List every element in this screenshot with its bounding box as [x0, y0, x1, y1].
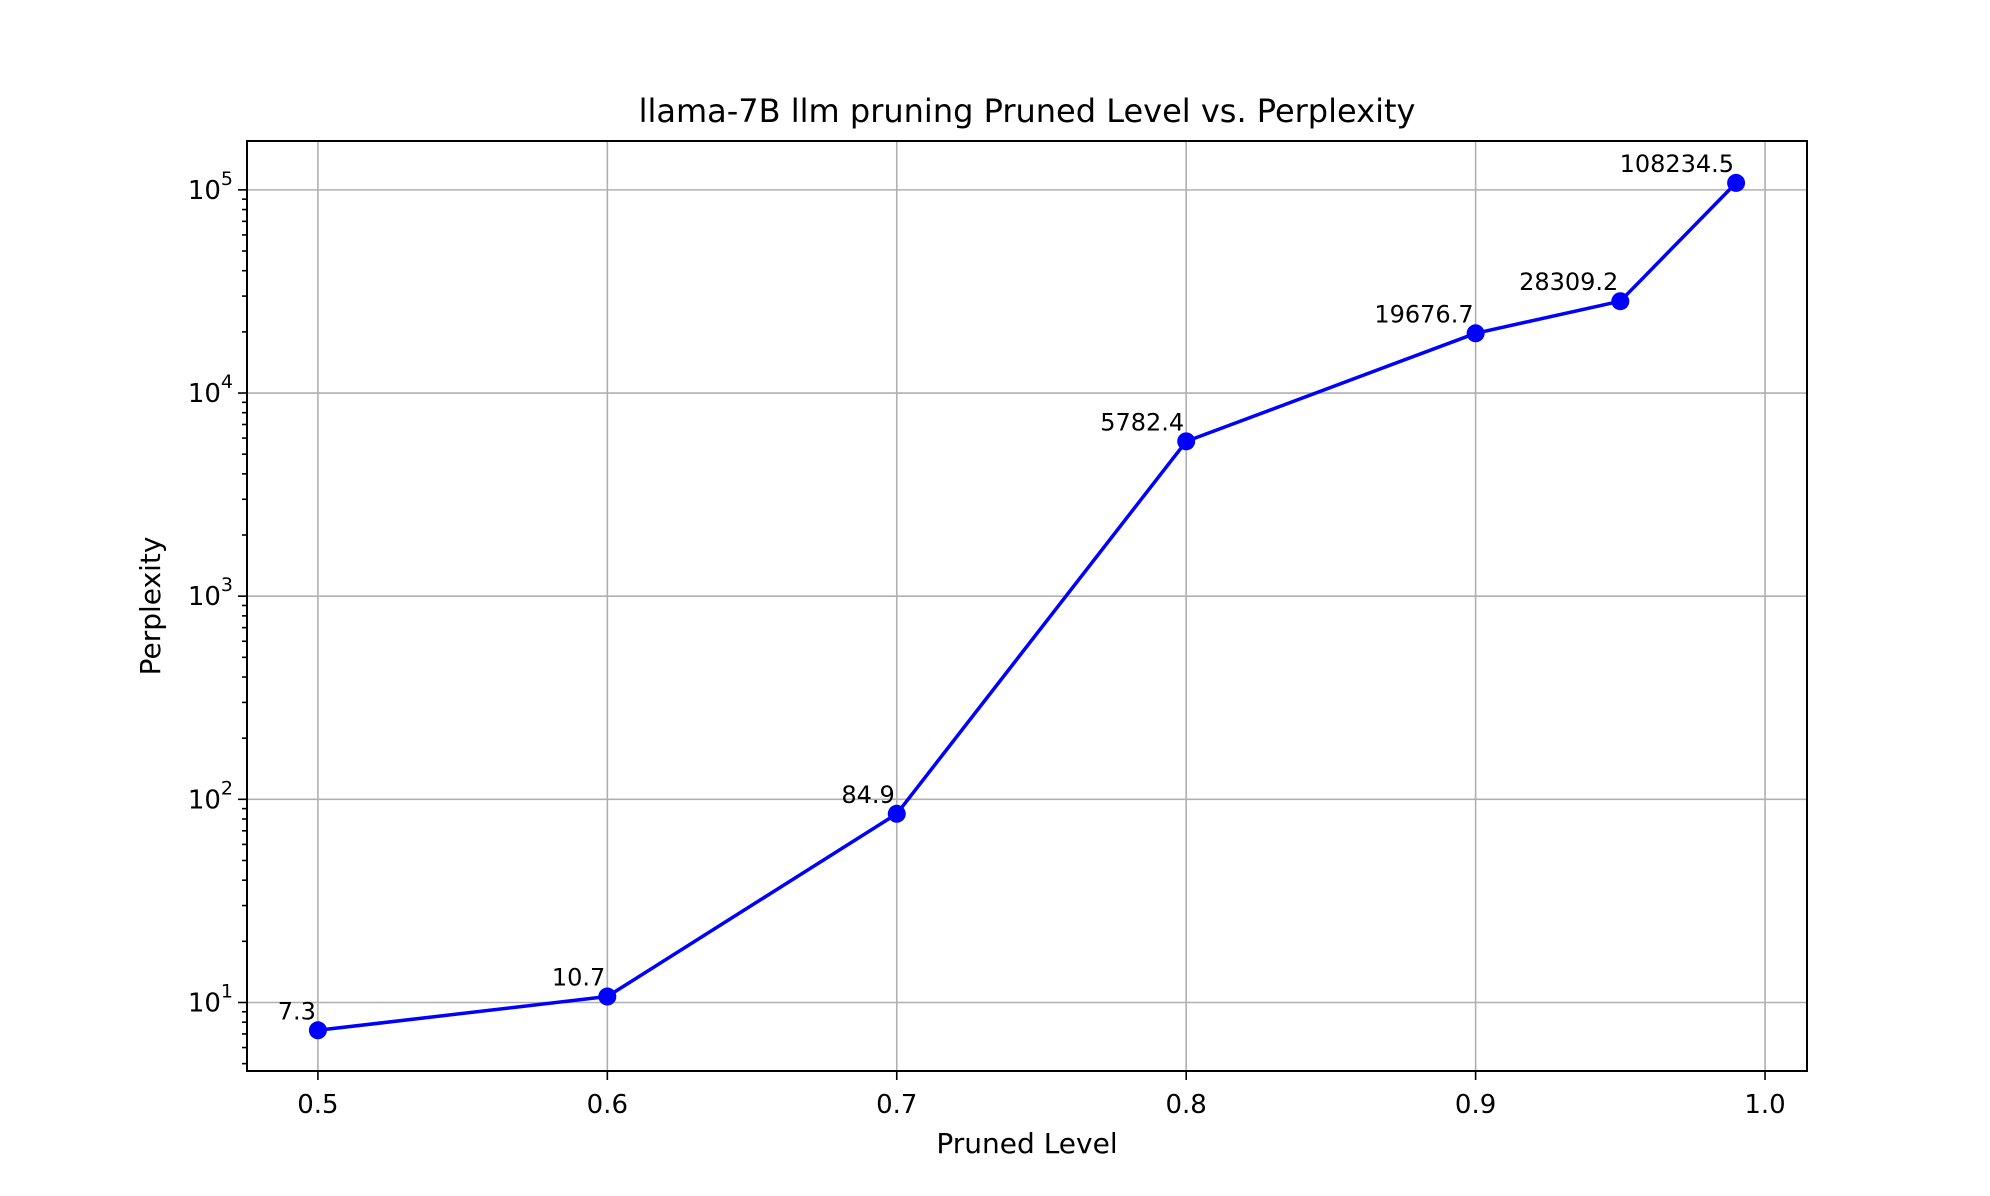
data-label: 108234.5	[1620, 150, 1735, 178]
data-label: 5782.4	[1100, 408, 1184, 436]
y-tick-exponent: 5	[221, 168, 233, 190]
y-tick-exponent: 4	[221, 371, 233, 393]
data-label: 10.7	[552, 964, 605, 992]
x-tick-label: 0.5	[297, 1090, 338, 1120]
data-point	[1727, 173, 1746, 192]
y-tick-base: 10	[188, 582, 221, 612]
y-tick-base: 10	[188, 176, 221, 206]
y-tick-label: 105	[188, 168, 233, 206]
series-perplexity: 7.3 10.7 84.9 5782.4 19676.7 28309.2 108234.5	[278, 150, 1746, 1040]
y-tick-exponent: 2	[221, 777, 233, 799]
y-tick-label: 103	[188, 574, 233, 612]
y-tick-base: 10	[188, 988, 221, 1018]
y-tick-label: 102	[188, 777, 233, 815]
chart-title: llama-7B llm pruning Pruned Level vs. Pe…	[639, 92, 1416, 130]
data-label: 84.9	[841, 781, 894, 809]
x-tick-label: 0.9	[1455, 1090, 1496, 1120]
y-tick-exponent: 3	[221, 574, 233, 596]
y-tick-label: 104	[188, 371, 233, 409]
x-tick-label: 0.7	[876, 1090, 917, 1120]
data-point	[887, 804, 906, 823]
x-axis: 0.5 0.6 0.7 0.8 0.9 1.0	[297, 1071, 1786, 1120]
y-tick-exponent: 1	[221, 980, 233, 1002]
data-label: 28309.2	[1519, 268, 1618, 296]
data-point	[1466, 324, 1485, 343]
y-tick-base: 10	[188, 379, 221, 409]
data-label: 7.3	[278, 997, 316, 1025]
y-tick-label: 101	[188, 980, 233, 1018]
data-point	[308, 1021, 327, 1040]
y-axis-label: Perplexity	[134, 537, 167, 676]
data-point	[1177, 432, 1196, 451]
grid	[247, 141, 1807, 1071]
x-tick-label: 0.8	[1166, 1090, 1207, 1120]
x-axis-label: Pruned Level	[936, 1127, 1117, 1160]
data-point	[598, 987, 617, 1006]
x-tick-label: 1.0	[1744, 1090, 1785, 1120]
series-line	[317, 181, 1738, 1033]
data-label: 19676.7	[1374, 300, 1473, 328]
data-point	[1611, 292, 1630, 311]
y-tick-base: 10	[188, 785, 221, 815]
x-tick-label: 0.6	[587, 1090, 628, 1120]
